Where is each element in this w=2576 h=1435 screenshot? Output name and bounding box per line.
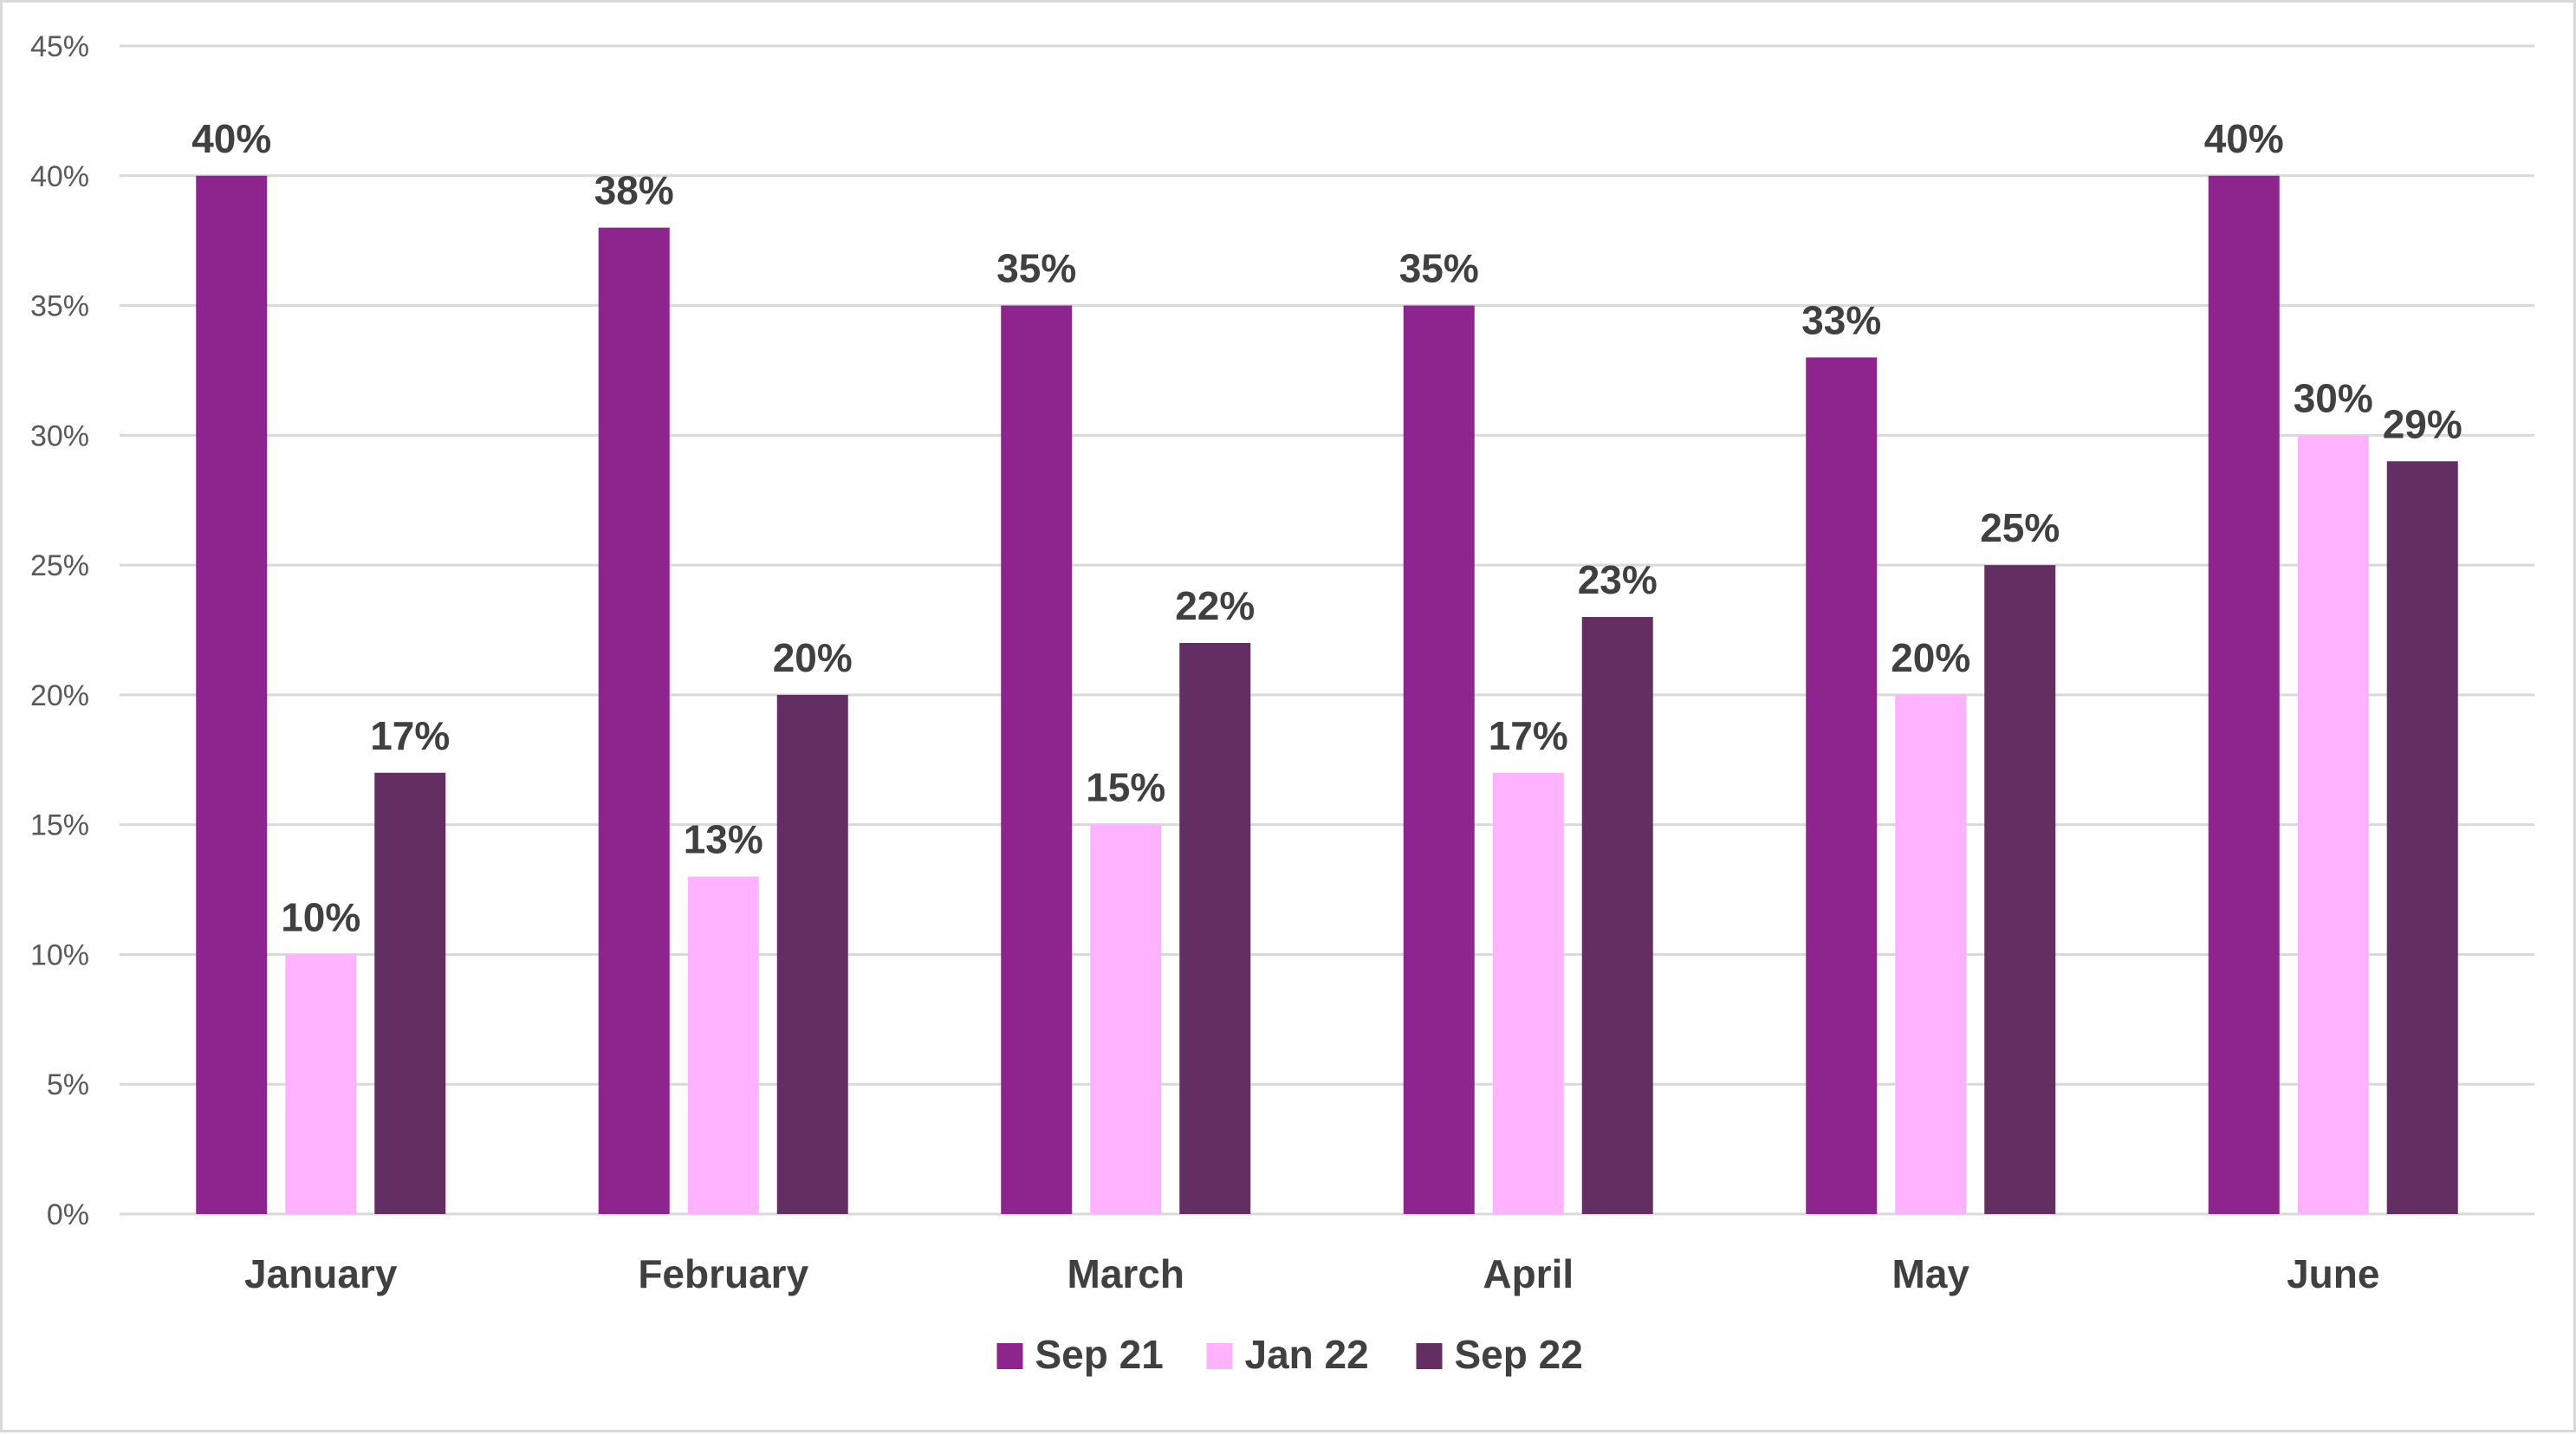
y-tick-label: 15%	[30, 809, 89, 842]
legend-swatch	[1416, 1343, 1443, 1369]
y-tick-label: 10%	[30, 938, 89, 971]
bar-jan-22-march	[1090, 824, 1162, 1214]
x-category-label: March	[1067, 1251, 1184, 1296]
legend-swatch	[996, 1343, 1023, 1369]
x-category-label: February	[638, 1251, 808, 1296]
y-tick-label: 20%	[30, 679, 89, 712]
bar-jan-22-april	[1492, 772, 1564, 1214]
bar-jan-22-january	[285, 954, 357, 1214]
data-label: 20%	[773, 635, 853, 680]
bar-sep-21-february	[598, 227, 670, 1214]
bar-jan-22-june	[2297, 435, 2369, 1214]
x-category-label: June	[2287, 1251, 2379, 1296]
data-label: 35%	[1399, 246, 1479, 291]
data-label: 22%	[1175, 583, 1255, 628]
legend-item-sep-21: Sep 21	[996, 1332, 1164, 1377]
bar-sep-22-may	[1984, 565, 2056, 1214]
data-label: 40%	[2204, 116, 2284, 161]
legend: Sep 21 Jan 22 Sep 22	[996, 1332, 1583, 1377]
data-label: 13%	[684, 817, 763, 862]
data-label: 29%	[2383, 401, 2462, 446]
legend-label: Sep 22	[1455, 1332, 1583, 1377]
bar-jan-22-february	[687, 876, 759, 1214]
data-label: 40%	[191, 116, 271, 161]
data-label: 38%	[594, 168, 674, 213]
bar-sep-21-march	[1001, 305, 1073, 1214]
y-tick-label: 35%	[30, 290, 89, 323]
y-axis-tick-labels: 0% 5% 10% 15% 20% 25% 30% 35% 40% 45%	[30, 30, 89, 1231]
data-label: 15%	[1086, 765, 1165, 810]
x-axis-category-labels: January February March April May June	[244, 1251, 2379, 1296]
y-tick-label: 30%	[30, 419, 89, 452]
bar-sep-22-february	[776, 694, 848, 1214]
data-label: 35%	[996, 246, 1076, 291]
data-labels: 40% 10% 17% 38% 13% 20% 35% 15% 22% 35% 17% 23% 33% 2…	[191, 116, 2462, 940]
legend-item-jan-22: Jan 22	[1206, 1332, 1369, 1377]
bar-sep-22-june	[2386, 461, 2458, 1214]
y-tick-label: 0%	[47, 1198, 89, 1231]
gridlines	[120, 44, 2534, 1216]
x-category-label: January	[244, 1251, 398, 1296]
data-label: 30%	[2294, 375, 2373, 420]
legend-swatch	[1206, 1343, 1233, 1369]
legend-item-sep-22: Sep 22	[1416, 1332, 1583, 1377]
bar-sep-22-january	[374, 772, 446, 1214]
y-tick-label: 25%	[30, 549, 89, 582]
y-tick-label: 45%	[30, 30, 89, 63]
data-label: 33%	[1801, 297, 1881, 342]
x-category-label: May	[1892, 1251, 1970, 1296]
data-label: 25%	[1980, 505, 2060, 550]
bar-sep-21-april	[1403, 305, 1475, 1214]
bar-sep-22-april	[1581, 617, 1653, 1214]
bar-chart: 0% 5% 10% 15% 20% 25% 30% 35% 40% 45% 40% 10% 17% 38…	[30, 30, 2534, 1377]
bar-sep-22-march	[1179, 642, 1251, 1214]
bar-sep-21-may	[1806, 357, 1878, 1214]
y-tick-label: 40%	[30, 160, 89, 193]
data-label: 23%	[1578, 557, 1658, 602]
x-category-label: April	[1483, 1251, 1574, 1296]
legend-label: Jan 22	[1245, 1332, 1369, 1377]
data-label: 17%	[1489, 713, 1568, 758]
legend-label: Sep 21	[1035, 1332, 1164, 1377]
bar-jan-22-may	[1895, 694, 1967, 1214]
y-tick-label: 5%	[47, 1068, 89, 1101]
bar-sep-21-june	[2208, 175, 2280, 1214]
data-label: 10%	[281, 894, 360, 939]
data-label: 17%	[370, 713, 450, 758]
bars	[196, 175, 2458, 1214]
bar-sep-21-january	[196, 175, 268, 1214]
data-label: 20%	[1891, 635, 1970, 680]
